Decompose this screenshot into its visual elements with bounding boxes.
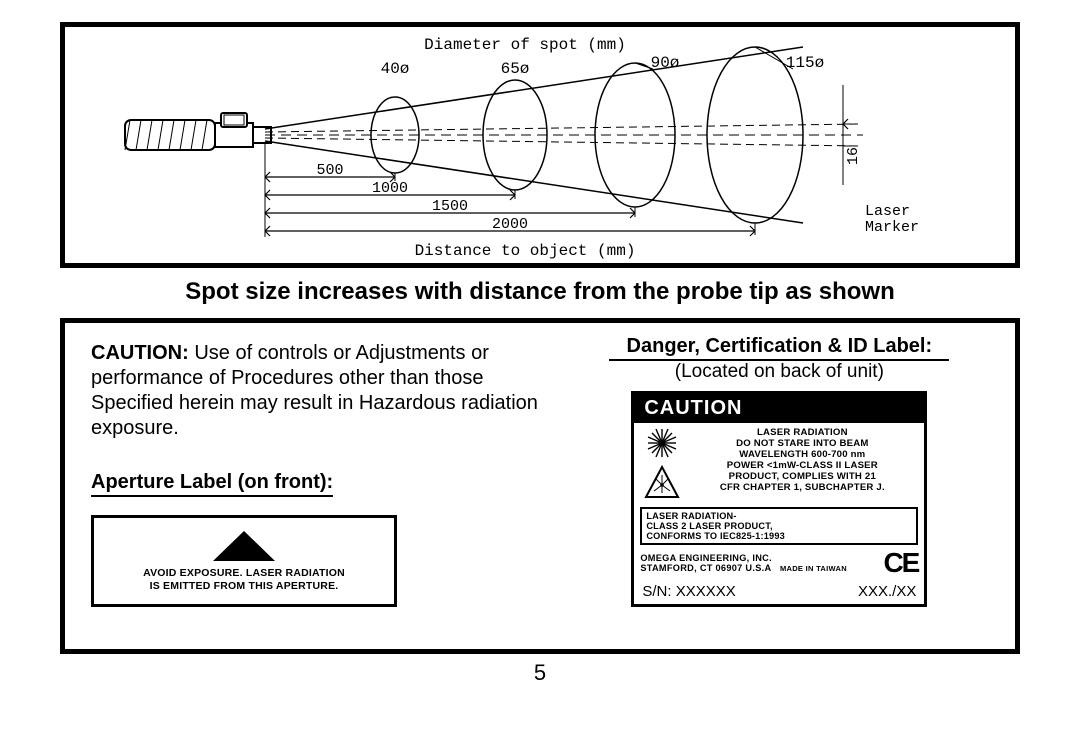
aperture-label: AVOID EXPOSURE. LASER RADIATION IS EMITT…: [91, 515, 397, 607]
caution-lead: CAUTION:: [91, 342, 189, 364]
labels-frame: CAUTION: Use of controls or Adjustments …: [60, 318, 1020, 654]
page-number: 5: [60, 660, 1020, 686]
located-text: (Located on back of unit): [566, 361, 993, 383]
svg-text:Marker: Marker: [865, 219, 919, 236]
document-page: Diameter of spot (mm) Distance to object …: [0, 0, 1080, 737]
svg-text:Laser: Laser: [865, 203, 910, 220]
serial-row: S/N: XXXXXX XXX./XX: [634, 581, 924, 604]
svg-text:Distance to object (mm): Distance to object (mm): [415, 242, 636, 260]
caution-paragraph: CAUTION: Use of controls or Adjustments …: [91, 341, 540, 441]
aperture-heading: Aperture Label (on front):: [91, 471, 333, 497]
aperture-line1: AVOID EXPOSURE. LASER RADIATION: [143, 567, 345, 579]
diagram-svg: Diameter of spot (mm) Distance to object …: [65, 27, 1015, 263]
date-code: XXX./XX: [858, 583, 916, 600]
svg-text:115ø: 115ø: [786, 54, 824, 72]
caution-footer: OMEGA ENGINEERING, INC. STAMFORD, CT 069…: [634, 547, 924, 581]
caution-main-text: LASER RADIATION DO NOT STARE INTO BEAM W…: [684, 423, 924, 505]
caution-footer-left: OMEGA ENGINEERING, INC. STAMFORD, CT 069…: [640, 553, 879, 573]
laser-burst-icon: [644, 427, 680, 459]
svg-text:Diameter of spot (mm): Diameter of spot (mm): [424, 36, 626, 54]
svg-text:40ø: 40ø: [381, 60, 410, 78]
svg-text:500: 500: [316, 162, 343, 179]
right-column: Danger, Certification & ID Label: (Locat…: [554, 323, 1015, 649]
caution-label: CAUTION: [631, 391, 927, 607]
svg-text:1000: 1000: [372, 180, 408, 197]
aperture-text: AVOID EXPOSURE. LASER RADIATION IS EMITT…: [143, 567, 345, 592]
aperture-line2: IS EMITTED FROM THIS APERTURE.: [150, 580, 339, 592]
left-column: CAUTION: Use of controls or Adjustments …: [65, 323, 554, 649]
svg-text:16: 16: [845, 147, 862, 165]
caution-bar: CAUTION: [634, 394, 924, 423]
sn: S/N: XXXXXX: [642, 583, 735, 600]
laser-icons: [634, 423, 684, 505]
laser-triangle-icon: [644, 465, 680, 499]
ce-mark-icon: CE: [883, 547, 918, 579]
danger-heading: Danger, Certification & ID Label:: [609, 335, 949, 361]
svg-text:90ø: 90ø: [651, 54, 680, 72]
svg-text:1500: 1500: [432, 198, 468, 215]
spot-size-diagram: Diameter of spot (mm) Distance to object …: [60, 22, 1020, 268]
caution-box2: LASER RADIATION- CLASS 2 LASER PRODUCT, …: [640, 507, 918, 545]
caution-body: LASER RADIATION DO NOT STARE INTO BEAM W…: [634, 423, 924, 505]
warning-triangle-icon: [211, 529, 277, 563]
svg-text:65ø: 65ø: [501, 60, 530, 78]
svg-text:2000: 2000: [492, 216, 528, 233]
main-caption: Spot size increases with distance from t…: [60, 278, 1020, 306]
